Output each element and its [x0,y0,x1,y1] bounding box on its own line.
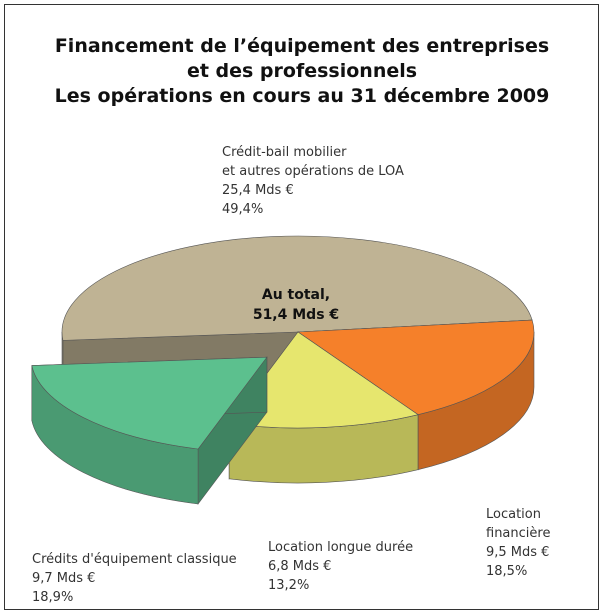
category-label: Location longue durée [268,540,414,555]
value-label: 49,4% [222,202,264,217]
category-label: Crédit-bail mobilier et autres opération… [222,145,404,179]
slice [61,235,533,341]
value-label: 18,5% [486,564,528,579]
slice-label: Crédits d'équipement classique 9,7 Mds € 1… [32,550,237,607]
total-label: Au total, 51,4 Mds € [252,287,340,323]
slice-label: Location longue durée 6,8 Mds € 13,2% [268,538,413,595]
amount-label: 9,5 Mds € [486,545,550,560]
category-label: Crédits d'équipement classique [32,552,237,567]
frame [4,4,599,610]
pie [31,235,535,505]
title-line: et des professionnels [186,60,418,82]
slice [297,319,535,415]
amount-label: 25,4 Mds € [222,183,294,198]
title-line: Financement de l’équipement des entrepri… [54,35,550,57]
amount-label: 9,7 Mds € [32,571,96,586]
slice-label: Location financière 9,5 Mds € 18,5% [486,505,604,581]
slice-label: Crédit-bail mobilier et autres opération… [222,143,404,219]
chart-title: Financement de l’équipement des entrepri… [0,34,604,109]
amount-label: 6,8 Mds € [268,559,332,574]
value-label: 18,9% [32,590,74,605]
category-label: Location financière [486,507,551,541]
slice [31,356,268,450]
title-line: Les opérations en cours au 31 décembre 2… [54,85,550,107]
value-label: 13,2% [268,578,310,593]
